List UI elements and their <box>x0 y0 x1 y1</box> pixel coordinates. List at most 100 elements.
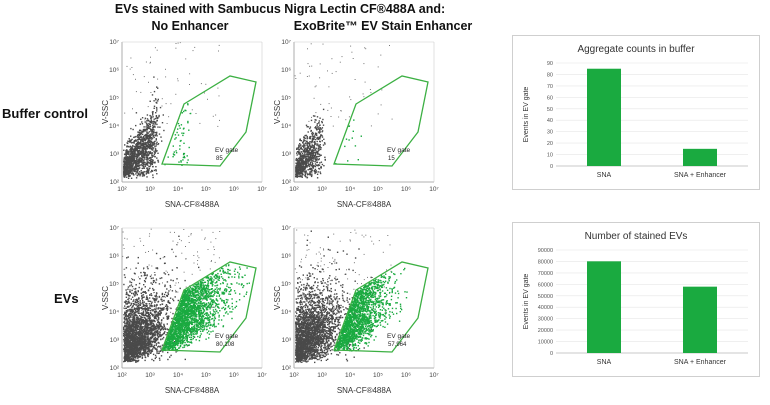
scatter-point <box>316 137 318 139</box>
scatter-point <box>133 140 136 142</box>
scatter-point <box>297 171 299 173</box>
scatter-point <box>131 168 133 170</box>
scatter-point <box>144 121 146 123</box>
scatter-point <box>321 127 324 129</box>
scatter-point <box>154 151 156 153</box>
scatter-point <box>315 149 317 151</box>
scatter-point <box>144 325 146 327</box>
scatter-point <box>180 240 182 242</box>
scatter-point <box>124 237 126 239</box>
scatter-point <box>129 304 132 307</box>
scatter-point <box>163 332 165 334</box>
scatter-point <box>135 155 137 157</box>
scatter-point <box>304 151 306 153</box>
scatter-point <box>321 140 323 142</box>
scatter-point <box>302 166 304 168</box>
scatter-point <box>296 151 299 153</box>
scatter-point <box>135 323 137 326</box>
scatter-point <box>151 336 153 338</box>
scatter-point <box>172 312 174 315</box>
scatter-point <box>126 329 128 331</box>
scatter-point <box>133 311 136 313</box>
scatter-point <box>148 297 151 299</box>
scatter-point <box>131 314 133 316</box>
scatter-point <box>149 124 151 126</box>
scatter-point <box>147 126 149 128</box>
scatter-point <box>140 159 143 161</box>
scatter-point <box>307 126 309 128</box>
scatter-point <box>156 86 158 88</box>
scatter-point <box>316 138 318 140</box>
scatter-point <box>145 61 147 63</box>
scatter-point <box>150 332 152 334</box>
scatter-point <box>144 307 146 309</box>
scatter-point <box>151 274 152 276</box>
scatter-point <box>305 162 308 164</box>
scatter-point <box>295 167 297 169</box>
scatter-point <box>127 158 129 161</box>
scatter-point <box>147 327 149 330</box>
scatter-point <box>131 338 133 341</box>
scatter-point <box>160 320 163 322</box>
scatter-point <box>157 318 160 320</box>
scatter-point <box>140 344 142 346</box>
scatter-point-gated <box>344 145 346 148</box>
scatter-point <box>133 299 135 301</box>
scatter-point <box>144 273 146 275</box>
scatter-point <box>141 296 144 298</box>
scatter-point <box>299 169 301 171</box>
scatter-point <box>150 331 152 334</box>
scatter-point <box>316 126 319 128</box>
scatter-point <box>140 344 143 347</box>
scatter-point <box>155 99 157 101</box>
scatter-point <box>156 123 158 126</box>
scatter-point <box>133 303 135 306</box>
scatter-point <box>125 353 127 355</box>
scatter-point <box>130 360 132 362</box>
scatter-point <box>156 267 159 269</box>
scatter-point <box>130 342 133 345</box>
scatter-point <box>125 336 127 338</box>
scatter-point <box>159 106 162 109</box>
scatter-point <box>146 298 149 300</box>
scatter-point <box>134 339 136 342</box>
scatter-point <box>132 357 134 360</box>
scatter-point <box>150 121 153 123</box>
scatter-point <box>154 341 156 344</box>
scatter-point <box>321 130 324 132</box>
scatter-point <box>167 351 169 354</box>
scatter-point <box>306 172 308 175</box>
scatter-point <box>310 160 313 162</box>
scatter-point <box>135 159 138 161</box>
scatter-point <box>152 323 155 325</box>
scatter-point <box>143 167 146 169</box>
scatter-point <box>127 153 129 155</box>
scatter-point <box>319 128 321 130</box>
scatter-point <box>152 346 155 348</box>
scatter-point <box>142 136 144 139</box>
scatter-point <box>143 142 145 144</box>
scatter-point <box>198 257 200 259</box>
scatter-point <box>156 150 158 152</box>
scatter-point <box>150 117 152 119</box>
scatter-point <box>145 332 147 334</box>
scatter-point <box>134 353 136 355</box>
scatter-point <box>144 138 146 140</box>
scatter-point <box>143 155 146 157</box>
scatter-point <box>185 258 187 260</box>
scatter-point <box>318 147 321 149</box>
scatter-point <box>141 354 143 356</box>
scatter-point <box>156 141 158 143</box>
scatter-point <box>139 355 141 357</box>
scatter-point <box>309 126 312 128</box>
scatter-point <box>147 340 150 342</box>
scatter-point <box>153 118 155 120</box>
scatter-point <box>123 283 125 286</box>
scatter-point <box>150 160 152 162</box>
scatter-point <box>146 157 148 159</box>
scatter-point <box>314 148 316 151</box>
scatter-point <box>128 153 130 155</box>
scatter-point <box>300 161 303 164</box>
scatter-point <box>124 157 126 159</box>
scatter-point <box>311 65 313 67</box>
